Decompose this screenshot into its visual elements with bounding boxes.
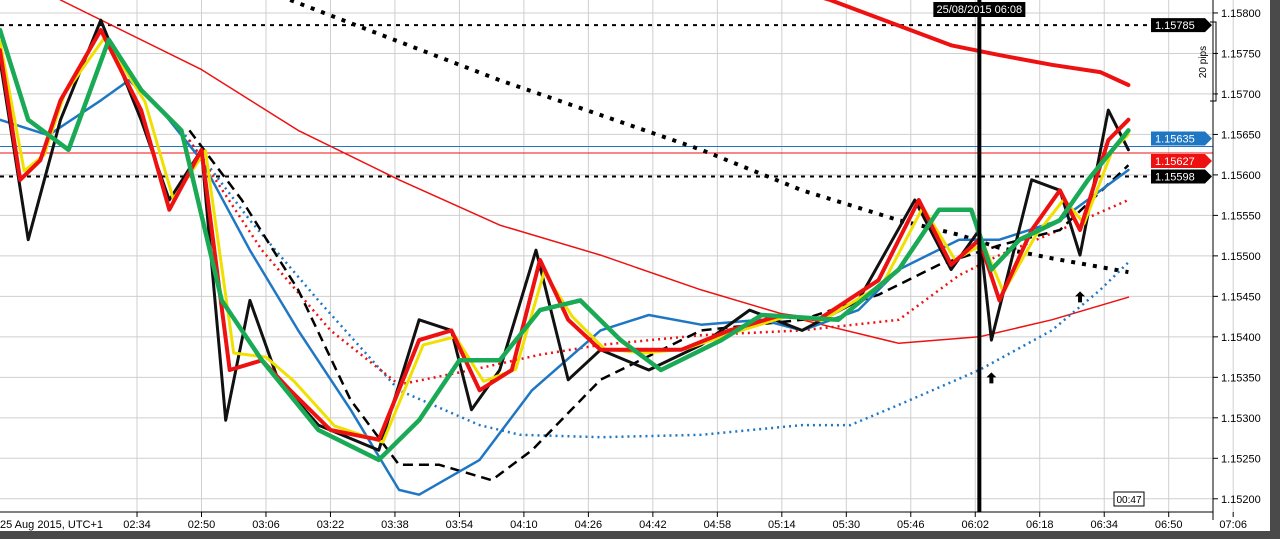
y-tick-label: 1.15650 [1221,129,1261,141]
x-tick-label: 06:50 [1155,519,1183,531]
up-arrow-icon [1075,291,1086,303]
series-blue-solid [0,78,1130,496]
x-tick-label: 03:38 [381,519,409,531]
x-tick-label: 03:06 [252,519,280,531]
series-group [0,0,1131,496]
x-tick-label: 03:22 [317,519,345,531]
x-tick-label: 06:34 [1090,519,1118,531]
up-arrow-icon [986,372,997,384]
x-tick-label: 05:30 [833,519,861,531]
series-red-thick-slow [823,0,1131,87]
price-label-tag [1151,131,1212,146]
annotations: 1.15785 1.15635 1.15627 1.15598 25/08/2015 0… [933,0,1217,512]
y-tick-label: 1.15550 [1221,210,1261,222]
price-label-text: 1.15627 [1155,156,1195,168]
x-tick-label: 04:58 [704,519,732,531]
x-tick-label: 07:06 [1219,519,1247,531]
grid [0,0,1234,512]
x-tick-label: 02:34 [123,519,151,531]
series-black-dotted [289,0,1129,275]
y-tick-label: 1.15600 [1221,170,1261,182]
x-tick-label: 05:14 [768,519,796,531]
x-tick-label: 02:50 [188,519,216,531]
y-tick-label: 1.15700 [1221,89,1261,101]
x-tick-label: 03:54 [446,519,474,531]
date-label: 25 Aug 2015, UTC+1 [0,519,103,531]
right-frame [1270,0,1280,539]
price-label-text: 1.15598 [1155,172,1195,184]
countdown-label: 00:47 [1116,495,1141,506]
y-tick-label: 1.15400 [1221,332,1261,344]
price-label-tag [1151,18,1212,33]
series-black-thick [0,18,1130,452]
y-tick-label: 1.15750 [1221,48,1261,60]
y-tick-label: 1.15800 [1221,8,1261,20]
x-tick-label: 04:26 [575,519,603,531]
y-tick-label: 1.15450 [1221,291,1261,303]
y-tick-label: 1.15300 [1221,413,1261,425]
x-tick-label: 04:10 [510,519,538,531]
pips-ruler-label: 20 pips [1198,46,1209,78]
price-label-tag [1151,154,1212,169]
series-red-dotted [188,139,1129,386]
countdown-box [1113,491,1145,507]
x-tick-label: 06:18 [1026,519,1054,531]
series-blue-dotted [180,129,1130,439]
x-tick-label: 04:42 [639,519,667,531]
crosshair-label: 25/08/2015 06:08 [937,4,1023,16]
price-label-text: 1.15785 [1155,20,1195,32]
crosshair-label-bg [933,2,1026,17]
x-tick-label: 06:02 [961,519,989,531]
series-red-thick-fast [0,28,1131,442]
price-label-text: 1.15635 [1155,134,1195,146]
y-tick-label: 1.15250 [1221,453,1261,465]
price-label-tag [1151,169,1212,184]
price-lines [0,24,1213,178]
y-tick-label: 1.15350 [1221,372,1261,384]
x-tick-label: 05:46 [897,519,925,531]
axes: 1.15800 1.15750 1.15700 1.15650 1.15600 1.155… [0,0,1261,531]
y-tick-label: 1.15500 [1221,251,1261,263]
series-black-dashed [188,129,1130,482]
bottom-frame [0,531,1280,539]
y-tick-label: 1.15200 [1221,494,1261,506]
